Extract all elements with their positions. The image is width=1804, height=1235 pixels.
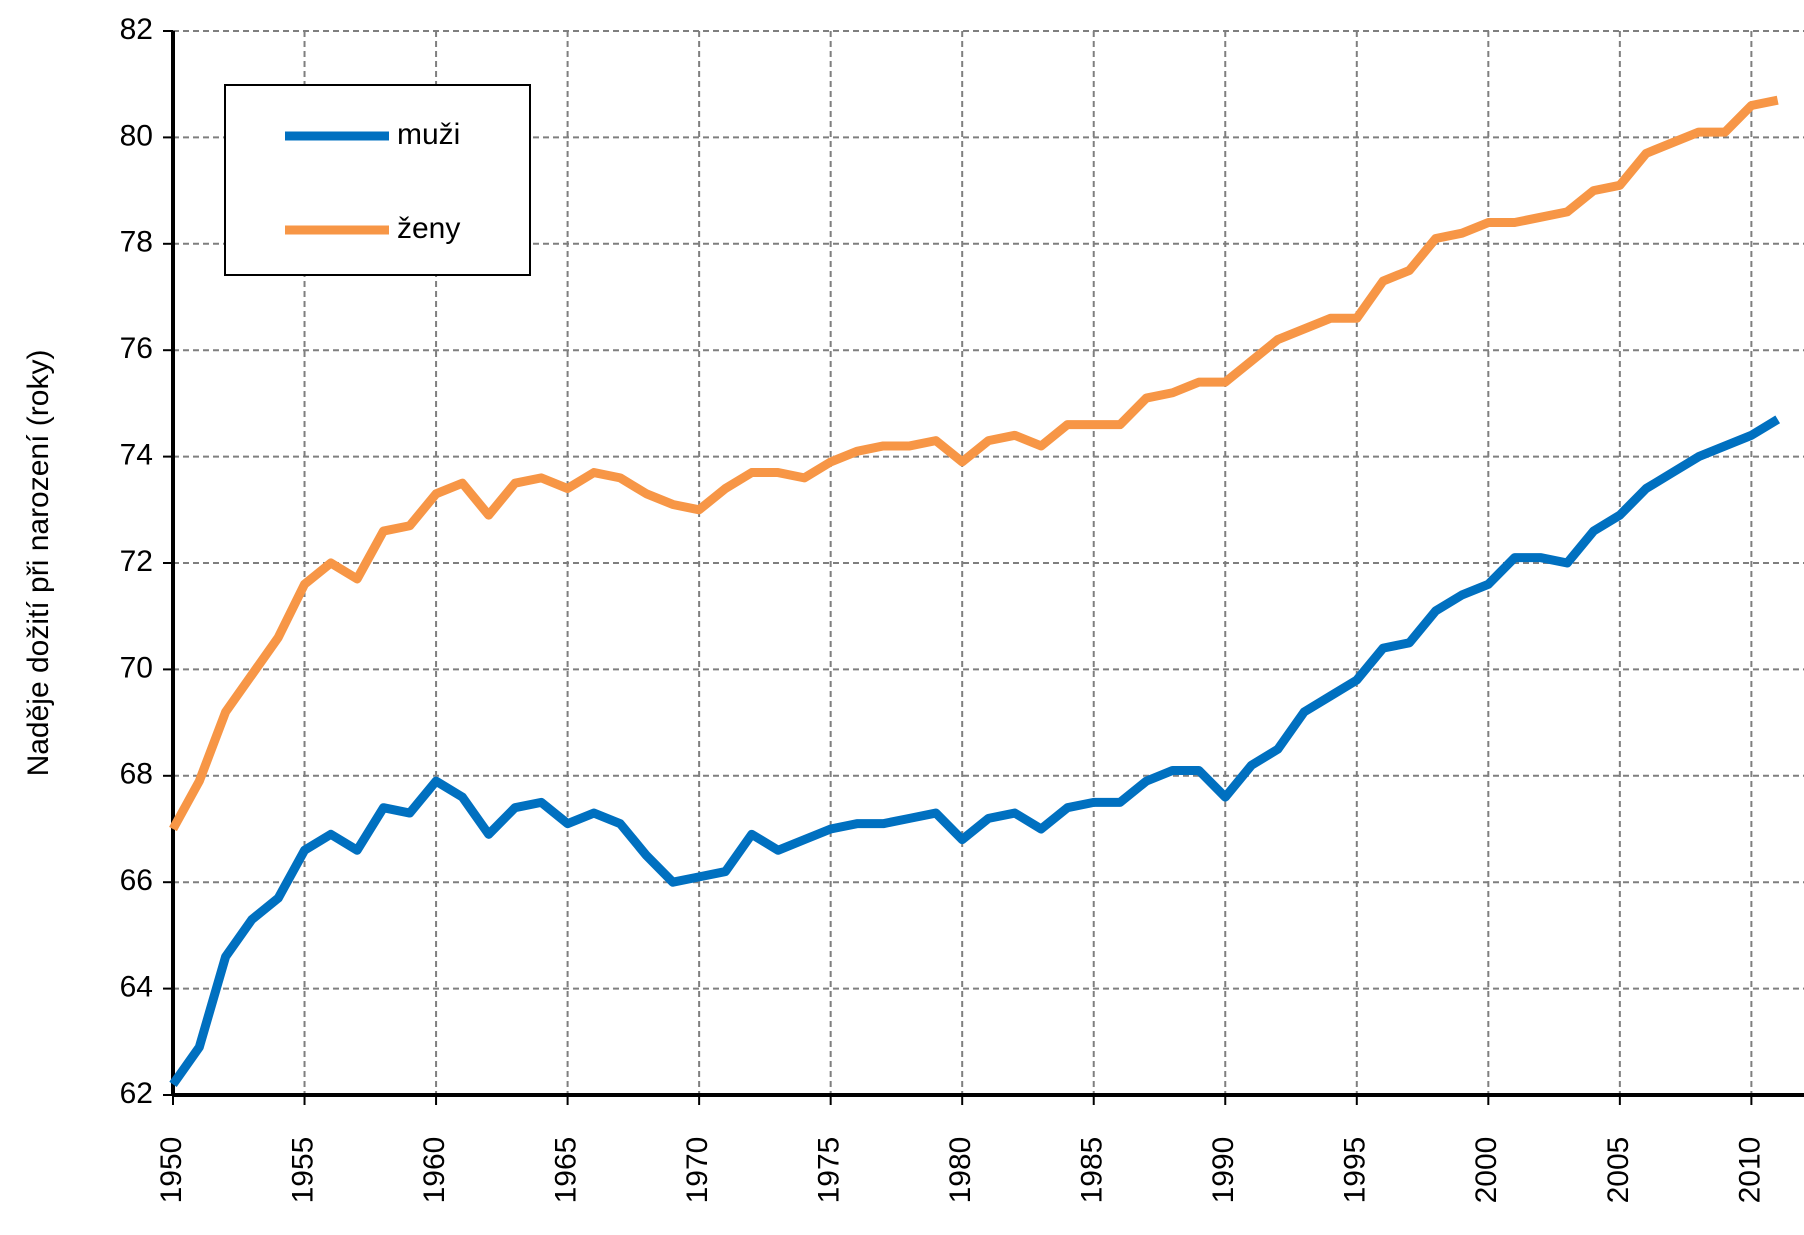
data-line [169,415,1781,1087]
y-tick-label: 72 [120,545,153,578]
y-tick-label: 80 [120,119,153,152]
legend-box [224,84,531,276]
y-tick-label: 70 [120,651,153,684]
legend-label: ženy [397,212,460,245]
x-tick-label: 1960 [418,1137,451,1204]
data-line [169,95,1779,832]
x-tick-label: 2010 [1733,1137,1766,1204]
y-tick-label: 82 [120,13,153,46]
x-tick-label: 2000 [1470,1137,1503,1204]
y-tick-label: 68 [120,758,153,791]
legend: muži ženy [224,84,531,276]
y-tick-label: 76 [120,332,153,365]
x-tick-label: 1950 [155,1137,188,1204]
y-tick-label: 66 [120,864,153,897]
y-axis-label: Naděje dožití při narození (roky) [22,350,55,777]
y-tick-label: 62 [120,1077,153,1110]
x-tick-label: 1975 [813,1137,846,1204]
legend-label: muži [397,118,460,151]
x-tick-label: 1955 [286,1137,319,1204]
x-tick-label: 1970 [681,1137,714,1204]
y-tick-label: 78 [120,226,153,259]
y-tick-label: 74 [120,439,153,472]
x-tick-label: 1990 [1207,1137,1240,1204]
x-tick-label: 2005 [1602,1137,1635,1204]
x-tick-label: 1980 [944,1137,977,1204]
y-tick-label: 64 [120,971,153,1004]
x-tick-label: 1965 [550,1137,583,1204]
x-tick-label: 1985 [1076,1137,1109,1204]
x-tick-label: 1995 [1339,1137,1372,1204]
